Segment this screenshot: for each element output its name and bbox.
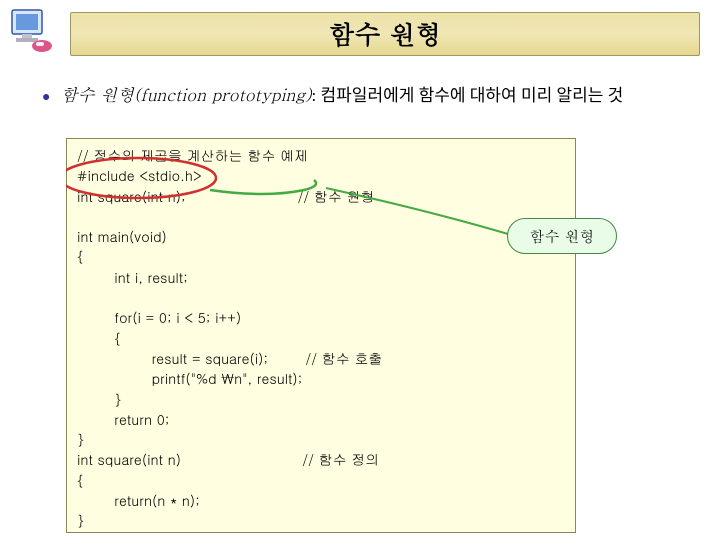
code-line: } (77, 389, 121, 409)
callout-bubble: 함수 원형 (507, 218, 617, 254)
bullet-icon: ● (42, 90, 50, 105)
code-line: // 정수의 제곱을 계산하는 함수 예제 (77, 145, 308, 165)
code-line: #include <stdio.h> (77, 165, 202, 185)
code-block: // 정수의 제곱을 계산하는 함수 예제 #include <stdio.h>… (66, 138, 576, 533)
code-comment: // 함수 원형 (298, 186, 375, 206)
term-text: 함수 원형(function prototyping) (60, 82, 311, 106)
title-banner: 함수 원형 (70, 12, 700, 56)
code-line: } (77, 510, 84, 530)
code-comment: // 함수 정의 (302, 449, 379, 469)
code-line: printf("%d \n", result); (77, 368, 302, 388)
callout-label: 함수 원형 (530, 226, 595, 247)
code-line: int square(int n) (77, 449, 181, 469)
page-title: 함수 원형 (329, 16, 442, 52)
code-line: int main(void) (77, 226, 167, 246)
bullet-description: ● 함수 원형(function prototyping): 컴파일러에게 함수에… (42, 82, 690, 109)
desc-text: : 컴파일러에게 함수에 대하여 미리 알리는 것 (312, 86, 624, 105)
code-line: return 0; (77, 409, 169, 429)
code-line: { (77, 328, 121, 348)
code-line: for(i = 0; i < 5; i++) (77, 307, 241, 327)
computer-icon (6, 6, 54, 54)
monitor-icon (6, 6, 54, 54)
code-line: } (77, 429, 84, 449)
code-line: return(n * n); (77, 490, 200, 510)
code-line: { (77, 246, 84, 266)
code-line: int square(int n); (77, 186, 186, 206)
code-line: { (77, 470, 84, 490)
code-line: result = square(i); (77, 348, 268, 368)
code-line: int i, result; (77, 267, 188, 287)
code-comment: // 함수 호출 (305, 348, 382, 368)
